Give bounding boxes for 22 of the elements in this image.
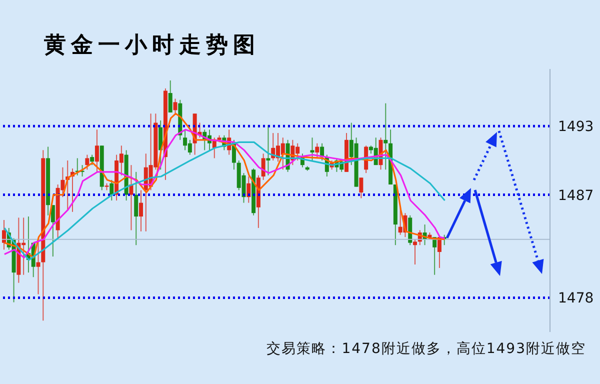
candlestick	[266, 124, 270, 176]
candlestick	[173, 98, 178, 116]
candlestick	[315, 142, 320, 159]
chart-title: 黄金一小时走势图	[44, 31, 260, 60]
candlestick	[110, 179, 114, 201]
candlestick	[413, 238, 417, 266]
candlestick	[384, 102, 388, 170]
y-tick-label: 1478	[558, 290, 594, 307]
candlestick	[2, 219, 6, 250]
candlestick	[310, 137, 314, 161]
y-tick-label: 1493	[558, 119, 594, 136]
candlestick	[85, 154, 90, 170]
candlestick	[359, 177, 364, 199]
y-tick-label: 1487	[558, 188, 594, 204]
candlestick	[261, 153, 266, 180]
text: 交易策略：1478附近做多，高位1493附近做空	[266, 340, 586, 358]
candlestick	[134, 171, 138, 246]
candlestick	[90, 154, 94, 166]
candlestick	[168, 80, 172, 113]
candlestick	[94, 129, 99, 172]
candlestick	[139, 190, 143, 232]
candlestick	[50, 204, 55, 258]
